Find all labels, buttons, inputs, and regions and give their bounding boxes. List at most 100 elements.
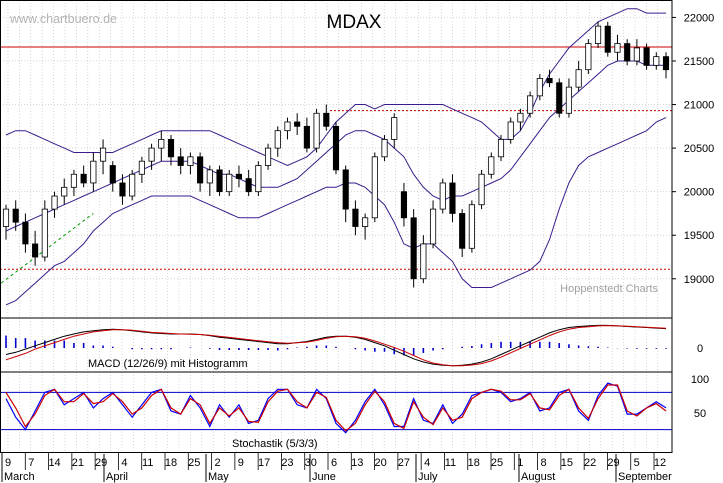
candle-body — [51, 195, 58, 210]
x-day-label: 18 — [165, 457, 177, 469]
x-day-label: 4 — [121, 457, 127, 469]
y-tick-label: 21500 — [684, 56, 715, 68]
candle-body — [439, 182, 446, 210]
candle-body — [303, 125, 310, 149]
y-tick-label: 19000 — [684, 274, 715, 286]
x-day-label: 7 — [28, 457, 34, 469]
x-day-label: 9 — [5, 457, 11, 469]
x-day-label: 29 — [607, 457, 619, 469]
candle-body — [497, 138, 505, 158]
candle-body — [245, 178, 252, 193]
chart-title: MDAX — [327, 12, 382, 33]
x-day-label: 14 — [48, 457, 60, 469]
x-day-label: 2 — [215, 457, 221, 469]
candle-body — [274, 130, 281, 149]
x-day-label: 27 — [398, 457, 410, 469]
candle-body — [313, 112, 320, 149]
candle-body — [449, 182, 456, 214]
candle-body — [468, 204, 475, 249]
candle-body — [527, 95, 534, 114]
candle-body — [177, 156, 184, 166]
candle-body — [70, 173, 78, 188]
x-month-label: July — [418, 471, 438, 483]
x-day-label: 1 — [517, 457, 523, 469]
x-day-label: 9 — [238, 457, 244, 469]
y-tick-label: 21000 — [684, 100, 715, 112]
candle-body — [342, 169, 349, 210]
candle-body — [633, 47, 640, 62]
candle-body — [565, 86, 573, 114]
credit-label: Hoppenstedt Charts — [560, 283, 658, 295]
candle-body — [216, 169, 223, 193]
candle-body — [2, 208, 10, 227]
x-day-label: 30 — [305, 457, 317, 469]
candle-body — [235, 173, 243, 180]
candle-body — [624, 43, 631, 62]
x-day-label: 4 — [424, 457, 430, 469]
x-day-label: 29 — [95, 457, 107, 469]
candle-body — [517, 112, 524, 123]
candle-body — [585, 43, 592, 71]
x-month-label: May — [208, 471, 229, 483]
candle-body — [546, 78, 553, 84]
candle-body — [653, 56, 660, 66]
candle-body — [352, 208, 359, 227]
candle-body — [138, 160, 145, 175]
y-tick-label: 20500 — [684, 143, 715, 155]
candle-body — [556, 82, 563, 114]
candle-body — [478, 173, 485, 206]
candle-body — [109, 165, 116, 184]
macd-label: MACD (12/26/9) mit Histogramm — [88, 358, 248, 370]
candle-body — [167, 138, 175, 158]
x-day-label: 17 — [258, 457, 270, 469]
watermark: www.chartbuero.de — [9, 12, 117, 26]
x-day-label: 18 — [468, 457, 480, 469]
x-day-label: 11 — [445, 457, 456, 469]
macd-signal-line — [5, 325, 667, 367]
candle-body — [12, 208, 19, 223]
x-day-label: 25 — [491, 457, 503, 469]
candle-body — [614, 43, 621, 53]
candle-body — [381, 138, 388, 158]
plot-frame — [0, 0, 673, 453]
candle-body — [400, 191, 408, 219]
candle-body — [129, 173, 136, 197]
x-month-label: April — [106, 471, 128, 483]
candle-body — [643, 47, 650, 66]
x-day-label: 23 — [281, 457, 293, 469]
candle-body — [332, 125, 340, 171]
candle-body — [22, 221, 29, 245]
candle-body — [604, 25, 611, 53]
candle-body — [80, 173, 87, 184]
x-day-label: 13 — [351, 457, 363, 469]
candle-body — [323, 112, 330, 127]
stoch-d-line — [5, 384, 667, 432]
x-day-label: 6 — [331, 457, 337, 469]
candle-body — [187, 156, 194, 166]
candle-body — [197, 156, 204, 184]
candle-body — [90, 160, 97, 184]
candle-body — [158, 138, 165, 149]
candle-body — [575, 69, 582, 88]
candle-body — [459, 213, 466, 249]
candle-body — [61, 186, 68, 197]
x-day-label: 5 — [634, 457, 640, 469]
candle-body — [362, 217, 369, 227]
stoch-label: Stochastik (5/3/3) — [232, 438, 318, 450]
macd-panel — [5, 324, 667, 367]
x-month-label: September — [618, 471, 672, 483]
x-month-label: June — [312, 471, 336, 483]
candle-body — [99, 147, 107, 162]
x-day-label: 8 — [541, 457, 547, 469]
candle-body — [662, 56, 670, 71]
x-day-label: 11 — [142, 457, 153, 469]
candle-body — [255, 165, 262, 193]
candle-body — [284, 121, 291, 132]
candle-body — [507, 121, 514, 140]
candle-body — [420, 243, 427, 280]
price-extras — [0, 46, 672, 284]
x-day-label: 25 — [188, 457, 200, 469]
bollinger-lower-line — [5, 117, 667, 306]
x-day-label: 20 — [374, 457, 386, 469]
